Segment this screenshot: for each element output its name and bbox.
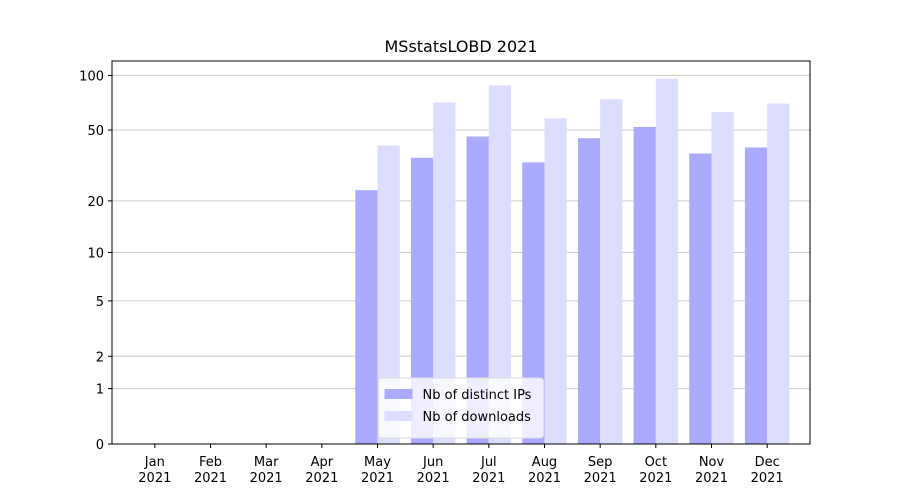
- y-tick-label: 20: [87, 195, 104, 210]
- bar: [633, 126, 656, 445]
- y-tick-label: 0: [96, 438, 104, 453]
- bar: [689, 153, 712, 445]
- bar: [767, 103, 790, 444]
- bar: [433, 102, 456, 444]
- legend: Nb of distinct IPs Nb of downloads: [378, 377, 544, 439]
- legend-label: Nb of distinct IPs: [423, 388, 532, 403]
- x-tick-label: May 2021: [361, 455, 394, 486]
- y-tick-label: 10: [87, 247, 104, 262]
- bar: [377, 145, 400, 444]
- bar: [466, 136, 489, 444]
- x-tick-label: Jul 2021: [472, 455, 505, 486]
- x-tick-label: Nov 2021: [695, 455, 728, 486]
- legend-swatch: [384, 389, 413, 399]
- x-tick-label: Dec 2021: [751, 455, 784, 486]
- x-tick-label: Mar 2021: [250, 455, 283, 486]
- x-tick-label: Apr 2021: [305, 455, 338, 486]
- x-tick-label: Oct 2021: [639, 455, 672, 486]
- x-tick-label: Sep 2021: [584, 455, 617, 486]
- y-tick-label: 100: [79, 69, 104, 84]
- x-tick-label: Jan 2021: [138, 455, 171, 486]
- bar: [355, 190, 378, 444]
- bar: [544, 118, 567, 445]
- bar: [488, 85, 512, 445]
- x-tick-label: Aug 2021: [528, 455, 561, 486]
- bar: [410, 157, 434, 444]
- y-tick-label: 5: [96, 295, 104, 310]
- x-tick-label: Jun 2021: [417, 455, 450, 486]
- bar: [744, 147, 768, 445]
- bar: [522, 162, 545, 444]
- legend-swatch: [384, 411, 413, 421]
- y-tick-label: 2: [96, 350, 104, 365]
- bar: [711, 111, 734, 445]
- legend-label: Nb of downloads: [423, 410, 532, 425]
- axes-frame: [111, 60, 811, 445]
- chart-title: MSstatsLOBD 2021: [384, 37, 537, 56]
- x-tick-label: Feb 2021: [194, 455, 227, 486]
- y-tick-label: 50: [87, 124, 104, 139]
- y-tick-label: 1: [96, 383, 104, 398]
- bar: [577, 138, 601, 445]
- legend-box: [378, 377, 544, 439]
- bar: [655, 78, 679, 444]
- bar: [600, 99, 623, 444]
